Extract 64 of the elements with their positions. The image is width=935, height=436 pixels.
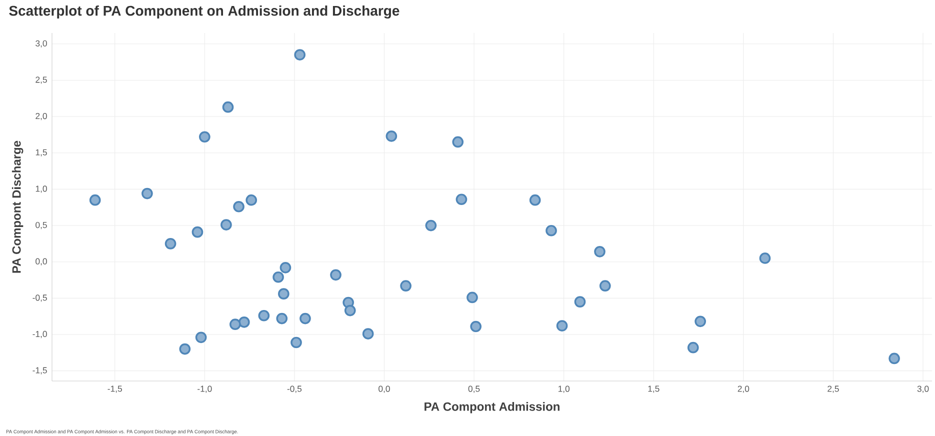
point bbox=[300, 312, 311, 324]
y-tick-label: 3,0 bbox=[36, 40, 47, 48]
point bbox=[164, 238, 176, 250]
point bbox=[280, 262, 292, 274]
point bbox=[198, 131, 210, 143]
y-tick-label: 2,0 bbox=[36, 112, 47, 120]
y-axis-title: PA Compont Discharge bbox=[12, 140, 24, 273]
point bbox=[230, 318, 241, 330]
point bbox=[694, 316, 706, 328]
point bbox=[192, 226, 204, 238]
x-tick-label: 2,5 bbox=[828, 386, 839, 393]
point bbox=[278, 288, 290, 300]
point bbox=[400, 280, 412, 292]
point bbox=[233, 200, 244, 212]
y-tick-label: 0,0 bbox=[36, 258, 47, 266]
y-tick-label: 0,5 bbox=[36, 222, 47, 230]
y-tick-label: -1,5 bbox=[32, 367, 47, 374]
point bbox=[195, 332, 207, 344]
y-tick-label: 2,5 bbox=[36, 76, 47, 84]
x-tick-label: -1,0 bbox=[198, 386, 212, 393]
x-tick-label: -1,5 bbox=[108, 386, 122, 393]
point bbox=[220, 219, 232, 230]
y-tick-label: 1,5 bbox=[36, 149, 47, 156]
point bbox=[546, 224, 557, 236]
point bbox=[222, 101, 234, 113]
point bbox=[238, 316, 250, 328]
point bbox=[574, 296, 586, 308]
point bbox=[89, 194, 101, 206]
point bbox=[386, 130, 398, 142]
point bbox=[179, 343, 191, 355]
point bbox=[246, 194, 258, 206]
point bbox=[452, 136, 464, 148]
point bbox=[294, 49, 306, 60]
point bbox=[272, 271, 284, 283]
x-tick-label: -0,5 bbox=[287, 386, 302, 393]
x-tick-label: 0,0 bbox=[378, 386, 390, 393]
point bbox=[290, 336, 302, 348]
x-tick-label: 0,5 bbox=[468, 386, 480, 393]
y-tick-label: 1,0 bbox=[36, 186, 47, 193]
x-tick-label: 1,0 bbox=[558, 386, 570, 393]
point bbox=[759, 252, 771, 264]
point bbox=[466, 292, 478, 304]
x-tick-label: 2,0 bbox=[738, 386, 750, 393]
point bbox=[594, 246, 606, 258]
chart-title: Scatterplot of PA Component on Admission and Discharge bbox=[9, 5, 400, 19]
x-axis-title: PA Compont Admission bbox=[424, 402, 560, 414]
y-tick-label: -1,0 bbox=[32, 330, 47, 338]
point bbox=[362, 328, 374, 340]
point bbox=[687, 342, 699, 354]
point bbox=[330, 269, 342, 281]
point bbox=[142, 188, 153, 200]
point bbox=[888, 352, 900, 364]
point bbox=[556, 320, 568, 332]
point bbox=[425, 220, 437, 232]
point bbox=[599, 280, 611, 292]
point bbox=[456, 194, 468, 206]
x-tick-label: 3,0 bbox=[917, 386, 929, 393]
point bbox=[344, 304, 356, 316]
point bbox=[276, 312, 288, 324]
x-tick-label: 1,5 bbox=[648, 386, 660, 393]
point bbox=[529, 194, 541, 206]
y-tick-label: -0,5 bbox=[32, 294, 47, 302]
point bbox=[258, 310, 270, 322]
point bbox=[470, 320, 482, 332]
